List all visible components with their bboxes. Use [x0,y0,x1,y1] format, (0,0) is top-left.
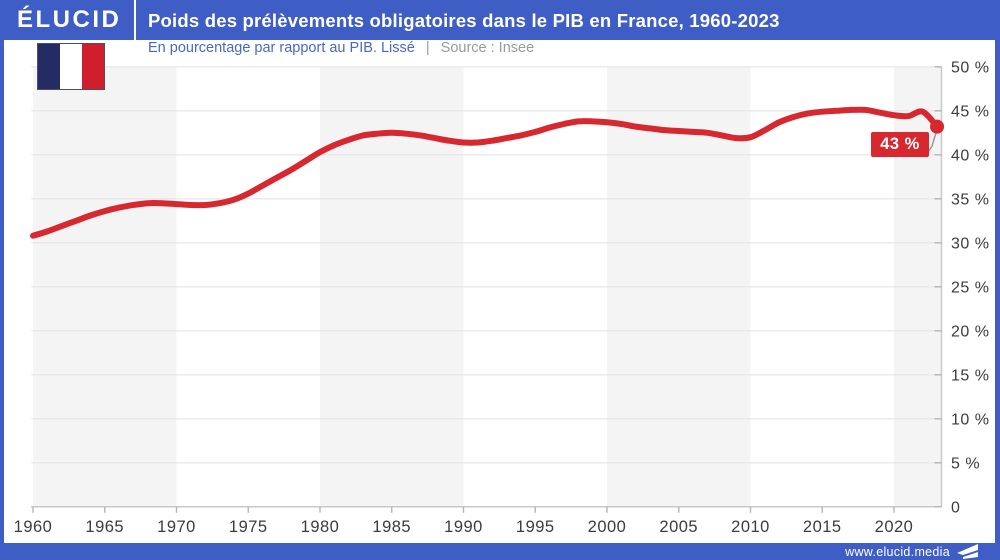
y-tick-label: 35 % [951,191,989,208]
y-tick-label: 0 [951,499,960,516]
y-tick-label: 5 % [951,455,980,472]
x-tick-label: 2015 [803,518,842,536]
y-tick-label: 10 % [951,411,989,428]
end-value-badge: 43 % [871,132,929,157]
flag-blue-stripe [38,44,60,89]
x-tick-label: 2020 [875,518,914,536]
header-bar: ÉLUCID Poids des prélèvements obligatoir… [0,0,1000,40]
footer-url: www.elucid.media [845,544,950,559]
source-credit: Source : Insee [440,40,535,56]
x-tick-label: 1960 [14,518,53,536]
x-tick-label: 1975 [229,518,268,536]
elucid-flag-icon [957,544,978,559]
x-tick-label: 1990 [444,518,483,536]
x-tick-label: 1970 [157,518,196,536]
y-tick-label: 50 % [951,59,989,76]
subtitle-divider: | [425,40,430,56]
y-tick-label: 20 % [951,323,989,340]
x-tick-label: 2005 [659,518,698,536]
right-border [995,0,1000,560]
elucid-logo: ÉLUCID [17,6,122,33]
callout-line [927,130,938,153]
x-tick-label: 1965 [85,518,124,536]
y-tick-label: 30 % [951,235,989,252]
end-point-dot [930,119,945,134]
chart-subtitle: En pourcentage par rapport au PIB. Lissé… [148,39,534,57]
x-tick-label: 2010 [731,518,770,536]
flag-red-stripe [82,44,104,89]
left-border [0,0,4,560]
x-tick-label: 1995 [516,518,555,536]
x-tick-label: 2000 [588,518,627,536]
footer-bar: www.elucid.media [0,543,1000,560]
y-tick-label: 40 % [951,147,989,164]
y-tick-label: 45 % [951,103,989,120]
trend-line [30,106,941,239]
header-separator [134,0,136,40]
subtitle-measure: En pourcentage par rapport au PIB. Lissé [148,40,415,56]
page-title: Poids des prélèvements obligatoires dans… [148,10,780,31]
french-flag-icon [37,43,105,90]
y-tick-label: 15 % [951,367,989,384]
x-tick-label: 1985 [372,518,411,536]
flag-white-stripe [60,44,82,89]
x-tick-label: 1980 [301,518,340,536]
y-tick-label: 25 % [951,279,989,296]
